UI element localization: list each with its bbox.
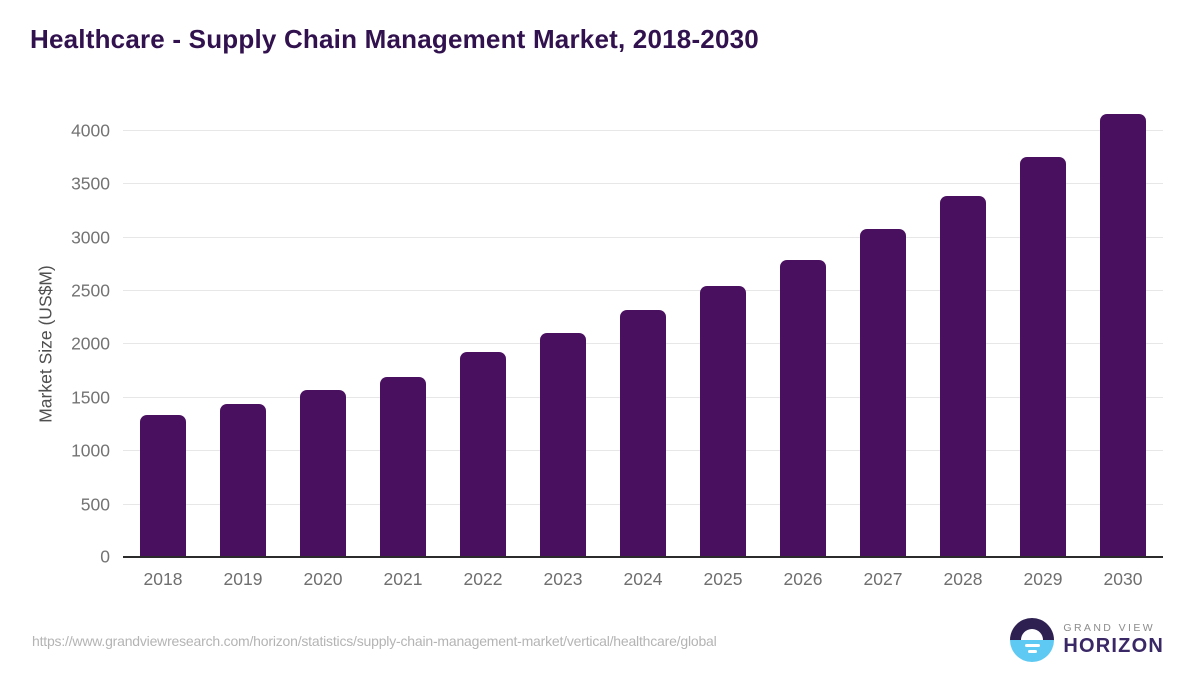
bar-cell	[283, 390, 363, 558]
y-tick-label: 3500	[71, 173, 110, 193]
page-title: Healthcare - Supply Chain Management Mar…	[30, 24, 759, 54]
bar-cell	[1003, 157, 1083, 558]
x-tick-label: 2021	[383, 569, 423, 589]
x-tick-label: 2027	[863, 569, 903, 589]
logo-wordmark: GRAND VIEW HORIZON	[1063, 622, 1164, 658]
gridline: 3500	[71, 173, 1163, 193]
bar-2023	[540, 333, 586, 558]
source-url-link[interactable]: https://www.grandviewresearch.com/horizo…	[32, 633, 717, 649]
y-tick-label: 3000	[71, 227, 110, 247]
gridline: 4000	[71, 120, 1163, 140]
y-tick-label: 1000	[71, 440, 110, 460]
plot-area: 0 500 1000 1500 2000 2500 3000 3500 4000	[71, 114, 1163, 567]
brand-logo[interactable]: GRAND VIEW HORIZON	[1010, 618, 1164, 662]
x-tick-label: 2018	[143, 569, 183, 589]
y-tick-label: 2000	[71, 333, 110, 353]
logo-brand-name: GRAND VIEW	[1063, 622, 1156, 634]
bar-2029	[1020, 157, 1066, 558]
bar-2018	[140, 415, 186, 558]
bar-2022	[460, 352, 506, 558]
x-tick-label: 2020	[303, 569, 343, 589]
bar-cell	[523, 333, 603, 558]
x-tick-label: 2030	[1103, 569, 1143, 589]
y-axis-title: Market Size (US$M)	[35, 265, 56, 423]
x-tick-label: 2023	[543, 569, 583, 589]
y-tick-label: 0	[100, 546, 110, 567]
bar-cell	[843, 229, 923, 558]
bar-cell	[363, 377, 443, 558]
bar-2025	[700, 286, 746, 558]
y-tick-label: 1500	[71, 387, 110, 407]
bar-cell	[443, 352, 523, 558]
bar-2020	[300, 390, 346, 558]
bar-cell	[683, 286, 763, 558]
bar-2030	[1100, 114, 1146, 558]
horizon-sunset-icon	[1010, 618, 1055, 662]
x-axis-line: 0	[100, 547, 1163, 567]
bars-row	[123, 71, 1163, 558]
x-tick-label: 2028	[943, 569, 983, 589]
x-tick-label: 2022	[463, 569, 503, 589]
y-tick-label: 2500	[71, 280, 110, 300]
x-tick-label: 2029	[1023, 569, 1063, 589]
bar-cell	[603, 310, 683, 558]
x-tick-label: 2026	[783, 569, 823, 589]
bar-cell	[763, 260, 843, 558]
bar-2028	[940, 196, 986, 558]
logo-reflection-line	[1027, 649, 1037, 653]
logo-product-name: HORIZON	[1063, 635, 1164, 657]
x-axis-labels: 2018 2019 2020 2021 2022 2023 2024 2025 2026 2027…	[123, 569, 1163, 590]
bar-cell	[123, 415, 203, 558]
logo-reflection-line	[1024, 643, 1040, 647]
y-tick-label: 4000	[71, 120, 110, 140]
gridline: 2500	[71, 280, 1163, 300]
bar-2021	[380, 377, 426, 558]
bar-cell	[203, 404, 283, 558]
bar-cell	[923, 196, 1003, 558]
x-tick-label: 2024	[623, 569, 663, 589]
bar-2019	[220, 404, 266, 558]
logo-bottom-half	[1010, 640, 1055, 662]
bar-2026	[780, 260, 826, 558]
bar-2024	[620, 310, 666, 558]
gridline: 3000	[71, 227, 1163, 247]
y-tick-label: 500	[80, 494, 110, 514]
x-tick-label: 2025	[703, 569, 743, 589]
x-tick-label: 2019	[223, 569, 263, 589]
bar-cell	[1083, 114, 1163, 558]
logo-sun-notch	[1021, 629, 1044, 640]
logo-top-half	[1010, 618, 1055, 640]
bar-2027	[860, 229, 906, 558]
